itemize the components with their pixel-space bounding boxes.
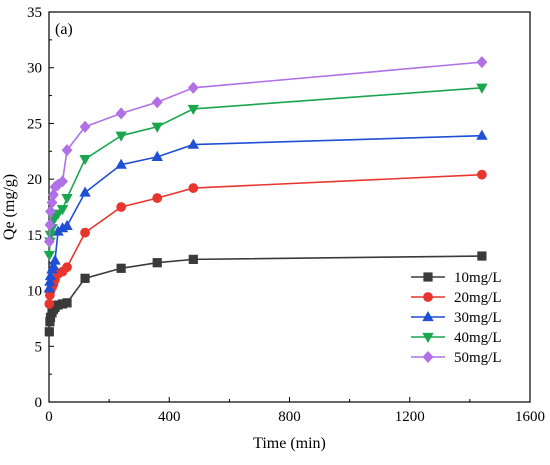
- legend-entry: 10mg/L: [411, 270, 502, 286]
- y-tick-label: 25: [27, 116, 42, 132]
- data-point: [79, 186, 91, 197]
- y-tick-label: 0: [35, 395, 43, 411]
- data-point: [43, 282, 56, 293]
- series-line: [48, 61, 482, 242]
- data-point: [116, 202, 127, 212]
- data-point: [187, 81, 199, 94]
- data-point: [476, 169, 487, 180]
- legend-marker: [422, 350, 434, 364]
- legend-marker: [423, 272, 433, 282]
- data-point: [57, 175, 68, 188]
- data-point: [62, 262, 72, 273]
- legend-entry: 50mg/L: [411, 350, 502, 366]
- series-5: [43, 56, 488, 248]
- legend-label: 50mg/L: [454, 350, 502, 366]
- legend-entry: 20mg/L: [411, 290, 502, 306]
- panel-label: (a): [55, 21, 73, 38]
- y-tick-label: 20: [27, 172, 42, 188]
- data-point: [115, 107, 127, 120]
- data-point: [62, 298, 72, 308]
- data-point: [49, 254, 61, 265]
- data-point: [152, 193, 163, 203]
- data-point: [61, 219, 73, 231]
- data-point: [43, 250, 56, 261]
- data-point: [151, 122, 163, 133]
- data-point: [47, 260, 60, 271]
- data-point: [79, 154, 91, 166]
- data-point: [476, 129, 488, 140]
- x-tick-label: 400: [158, 409, 181, 425]
- data-point: [80, 227, 90, 238]
- data-point: [79, 120, 91, 133]
- data-point: [44, 299, 55, 309]
- data-point: [115, 131, 127, 142]
- legend-marker: [422, 310, 434, 322]
- legend-marker: [423, 292, 433, 302]
- x-axis-title: Time (min): [253, 435, 326, 452]
- data-point: [80, 273, 90, 283]
- data-point: [44, 270, 57, 281]
- data-point: [151, 150, 163, 161]
- data-point: [152, 258, 162, 268]
- data-point: [477, 251, 487, 261]
- x-tick-label: 1200: [395, 409, 425, 425]
- data-point: [43, 235, 55, 248]
- legend-marker: [422, 332, 434, 344]
- legend-entry: 30mg/L: [411, 310, 502, 326]
- data-point: [45, 205, 56, 218]
- y-tick-label: 30: [27, 61, 42, 77]
- data-point: [116, 263, 126, 273]
- y-axis-title: Qe (mg/g): [1, 174, 18, 240]
- series-line: [48, 86, 482, 255]
- data-point: [151, 96, 163, 109]
- data-point: [187, 138, 200, 149]
- legend-label: 10mg/L: [454, 270, 502, 286]
- data-point: [61, 144, 73, 157]
- legend-label: 20mg/L: [454, 290, 502, 306]
- data-point: [46, 196, 58, 209]
- data-point: [188, 254, 198, 264]
- data-point: [61, 193, 73, 205]
- series-line: [48, 173, 482, 304]
- y-tick-label: 15: [27, 228, 42, 244]
- x-tick-label: 1600: [515, 409, 545, 425]
- data-point: [115, 158, 127, 169]
- series-3: [43, 129, 488, 293]
- legend-label: 40mg/L: [454, 330, 502, 346]
- legend-label: 30mg/L: [454, 310, 502, 326]
- x-tick-label: 800: [278, 409, 301, 425]
- data-point: [188, 183, 199, 193]
- data-point: [476, 83, 488, 94]
- y-tick-label: 10: [27, 284, 42, 300]
- data-point: [44, 275, 56, 286]
- data-point: [476, 56, 488, 69]
- data-point: [48, 188, 59, 201]
- legend-entry: 40mg/L: [411, 330, 502, 346]
- x-tick-label: 0: [45, 409, 53, 425]
- series-line: [48, 255, 482, 332]
- data-point: [44, 218, 56, 231]
- legend: 10mg/L 20mg/L 30mg/L 40mg/L 50mg/L: [411, 270, 502, 366]
- data-point: [187, 104, 200, 115]
- data-point: [44, 327, 54, 337]
- y-tick-label: 35: [27, 5, 42, 21]
- series-1: [44, 251, 487, 337]
- data-point: [52, 209, 64, 220]
- data-point: [56, 205, 69, 216]
- series-layer: [43, 56, 488, 337]
- series-2: [44, 169, 487, 309]
- y-tick-label: 5: [35, 339, 43, 355]
